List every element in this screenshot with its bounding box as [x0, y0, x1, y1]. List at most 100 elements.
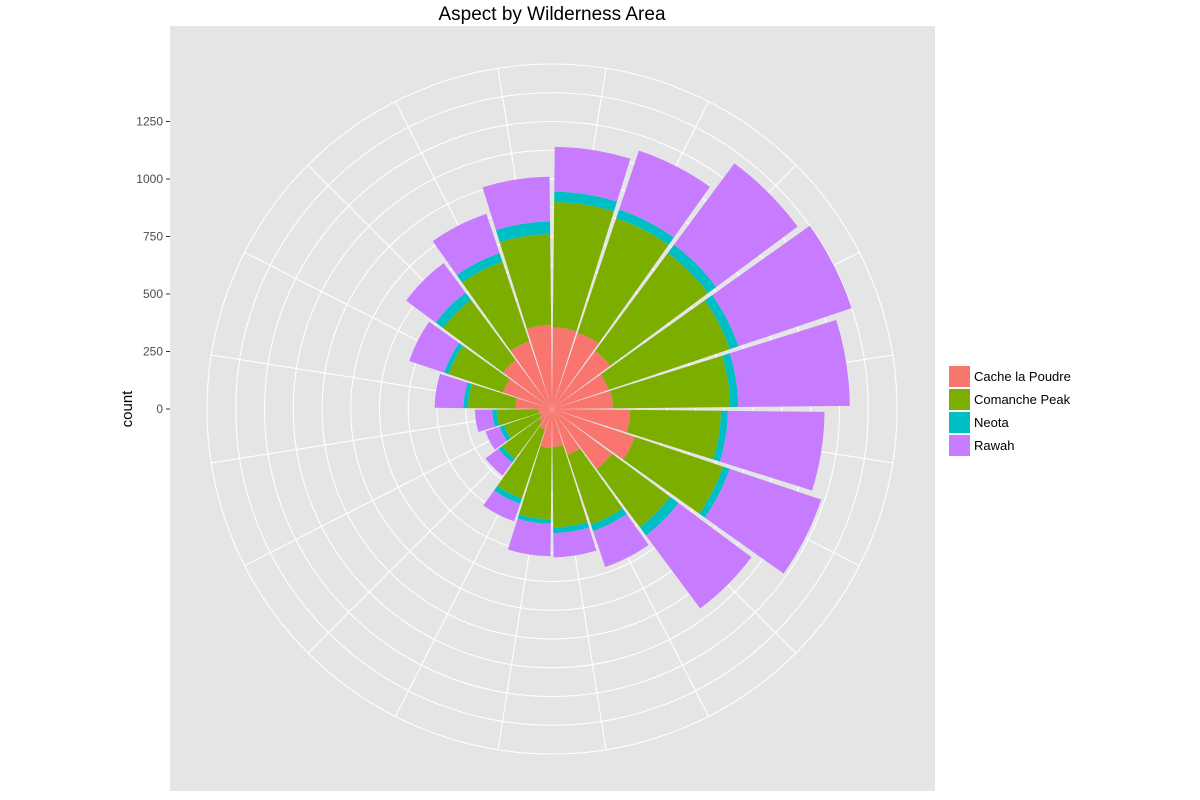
bar-segment	[498, 446, 515, 463]
bar-segment	[600, 300, 730, 390]
bar-segment	[552, 327, 577, 409]
bar-segment	[552, 445, 588, 528]
bar-segment	[468, 383, 517, 409]
bar-segment	[434, 373, 468, 409]
bar-segment	[699, 466, 730, 518]
grid-circle	[235, 92, 869, 726]
bar-segment	[552, 409, 635, 460]
bar-segment	[553, 522, 590, 534]
y-tick-label: 0	[156, 402, 163, 416]
bar-segment	[552, 409, 613, 470]
grid-circle	[292, 149, 812, 669]
bar-segment	[409, 321, 460, 373]
bar-segment	[507, 518, 551, 557]
bar-segment	[540, 409, 552, 449]
bar-segment	[552, 390, 613, 409]
bar-segment	[552, 350, 611, 409]
bar-segment	[510, 341, 552, 409]
bar-segment	[674, 163, 798, 287]
bar-segment	[515, 397, 552, 409]
legend: Cache la Poudre Comanche Peak Neota Rawah	[949, 366, 1071, 456]
bar-segment	[485, 448, 513, 476]
bar-segment	[462, 261, 530, 351]
bar-segment	[616, 209, 674, 245]
bar-segment	[553, 527, 597, 558]
legend-label: Comanche Peak	[974, 392, 1071, 407]
bar-segment	[483, 490, 521, 522]
bar-segment	[406, 263, 466, 323]
bar-segment	[497, 426, 546, 499]
grid-circle	[493, 350, 611, 468]
bar-segment	[432, 213, 500, 275]
bar-segment	[492, 409, 500, 427]
bar-segment	[444, 343, 463, 375]
bar-segment	[623, 436, 724, 514]
bar-segment	[456, 253, 503, 283]
bar-segment	[502, 379, 552, 409]
bar-segment	[577, 218, 669, 344]
y-axis-label: count	[119, 390, 136, 428]
bar-segment	[554, 191, 617, 212]
legend-label: Cache la Poudre	[974, 369, 1071, 384]
bar-segment	[619, 150, 710, 238]
bar-segment	[595, 252, 709, 366]
legend-label: Rawah	[974, 438, 1014, 453]
bar-segment	[503, 360, 552, 409]
bar-segment	[485, 426, 508, 450]
bar-segment	[539, 409, 552, 422]
bar-segment	[552, 409, 564, 447]
bar-segment	[499, 425, 511, 441]
bar-segment	[499, 234, 552, 329]
bar-segment	[626, 409, 722, 460]
bar-segment	[645, 502, 752, 609]
bar-segment	[610, 355, 731, 409]
bar-segment	[494, 485, 522, 504]
y-tick-label: 500	[143, 287, 163, 301]
y-tick-label: 750	[143, 230, 163, 244]
bar-segment	[495, 221, 551, 243]
grid-circle	[378, 235, 726, 583]
bar-segment	[596, 453, 671, 528]
y-tick-label: 1250	[136, 115, 163, 129]
legend-swatch	[949, 366, 970, 387]
grid-circle	[350, 207, 754, 611]
y-axis-ticks: 0 250 500 750 1000 1250	[136, 115, 170, 416]
legend-label: Neota	[974, 415, 1009, 430]
bar-segment	[518, 446, 552, 520]
bar-segment	[540, 409, 552, 417]
grid-circle	[321, 178, 783, 640]
bar-segment	[443, 300, 516, 373]
bar-segment	[496, 409, 539, 426]
bar-segment	[554, 146, 631, 202]
legend-swatch	[949, 435, 970, 456]
bar-segment	[639, 496, 679, 536]
bar-segment	[552, 374, 609, 409]
bar-segment	[552, 332, 599, 409]
legend-swatch	[949, 412, 970, 433]
bar-segment	[593, 513, 649, 568]
grid-circle	[465, 322, 639, 496]
bar-segment	[517, 514, 551, 524]
y-tick-label: 1000	[136, 172, 163, 186]
grid-circle	[436, 293, 668, 525]
grid-circle	[407, 264, 697, 554]
bar-segment	[502, 418, 543, 459]
bar-segment	[552, 409, 631, 433]
grid-circle	[522, 379, 582, 439]
bar-segment	[474, 409, 495, 433]
grid-circle	[263, 120, 841, 698]
bar-segment	[539, 409, 552, 430]
bar-segment	[712, 225, 852, 347]
bar-segment	[590, 508, 627, 532]
bar-segment	[667, 244, 717, 294]
bar-segment	[482, 176, 551, 231]
bar-segment	[704, 295, 739, 350]
bar-segment	[538, 409, 552, 414]
bar-segment	[448, 345, 510, 393]
bar-segment	[552, 409, 580, 455]
bar-segment	[704, 468, 822, 574]
bar-segment	[729, 319, 850, 408]
y-tick-label: 250	[143, 345, 163, 359]
